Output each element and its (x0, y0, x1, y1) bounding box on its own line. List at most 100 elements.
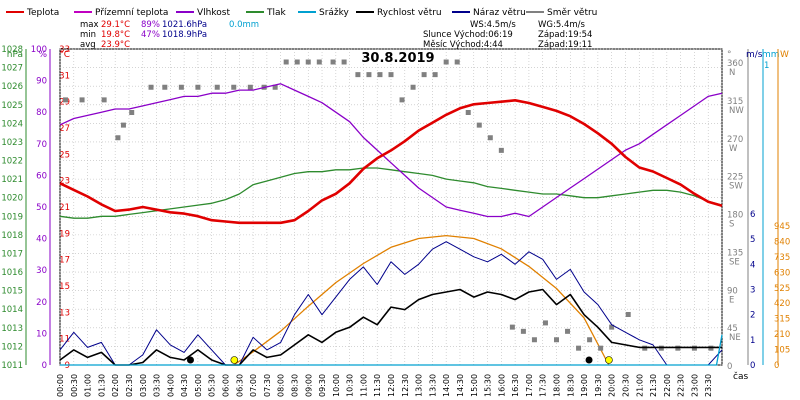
point-wind-direction (355, 72, 361, 78)
tick-hpa: 1012 (1, 342, 23, 352)
axis-label-w: W (780, 50, 789, 60)
tick-x: 08:30 (290, 374, 299, 397)
tick-x: 05:30 (208, 374, 217, 397)
point-wind-direction (63, 97, 69, 103)
stats-min-temp: 19.8°C (101, 30, 130, 40)
tick-ms: 2 (750, 311, 755, 321)
tick-dir: 45 (727, 324, 738, 334)
legend-label: Srážky (319, 8, 350, 18)
point-wind-direction (101, 97, 107, 103)
tick-x: 19:00 (580, 374, 589, 397)
tick-ms: 0 (750, 361, 755, 371)
legend-label: Směr větru (547, 8, 597, 18)
tick-x: 19:30 (594, 374, 603, 397)
tick-ms: 6 (750, 210, 755, 220)
tick-hpa: 1021 (1, 175, 23, 185)
axis-label-x: čas (733, 371, 748, 382)
tick-dir: 0 (727, 362, 732, 372)
tick-degc: 31 (59, 71, 70, 81)
legend-label: Tlak (266, 8, 287, 18)
tick-degc: 17 (59, 256, 70, 266)
point-wind-direction (178, 84, 184, 90)
axis-label-degc: °C (59, 50, 70, 60)
stats-sunset: Západ:19:54 (538, 30, 592, 40)
tick-pct: 60 (36, 171, 47, 181)
sunset-marker (605, 356, 613, 364)
point-wind-direction (231, 84, 237, 90)
tick-hpa: 1028 (1, 45, 23, 55)
tick-ms: 1 (750, 336, 755, 346)
point-wind-direction (465, 110, 471, 115)
tick-pct: 50 (36, 203, 47, 213)
plot-frame (59, 48, 723, 366)
tick-dir: 315 (727, 97, 743, 107)
tick-hpa: 1020 (1, 194, 23, 204)
tick-x: 23:00 (690, 374, 699, 397)
series-wind-gust (59, 241, 723, 366)
tick-w: 735 (774, 253, 790, 263)
tick-x: 00:00 (56, 374, 65, 397)
tick-degc: 33 (59, 45, 70, 55)
tick-hpa: 1022 (1, 157, 23, 167)
tick-x: 22:00 (663, 374, 672, 397)
point-wind-direction (509, 324, 515, 330)
tick-x: 03:30 (153, 374, 162, 397)
axis-label-pct: % (38, 50, 47, 60)
tick-hpa: 1018 (1, 231, 23, 241)
point-wind-direction (410, 84, 416, 90)
stats-max-label: max (80, 20, 99, 30)
tick-dir: 135 (727, 248, 743, 258)
point-wind-direction (377, 72, 383, 78)
point-wind-direction (587, 337, 593, 343)
stats-min-hum: 47% (141, 30, 160, 40)
point-wind-direction (542, 320, 548, 326)
tick-degc: 29 (59, 98, 70, 108)
tick-x: 13:00 (415, 374, 424, 397)
series-humidity (59, 83, 723, 218)
tick-hpa: 1015 (1, 287, 23, 297)
stats-min-press: 1018.9hPa (162, 30, 207, 40)
point-wind-direction (487, 135, 493, 141)
tick-x: 00:30 (70, 374, 79, 397)
point-wind-direction (388, 72, 394, 78)
tick-ms: 4 (750, 260, 755, 270)
tick-x: 02:30 (125, 374, 134, 397)
tick-w: 420 (774, 299, 790, 309)
point-wind-direction (366, 72, 372, 78)
tick-x: 17:00 (525, 374, 534, 397)
tick-degc: 19 (59, 229, 70, 239)
tick-degc: 21 (59, 203, 70, 213)
point-wind-direction (79, 97, 85, 103)
tick-x: 06:00 (222, 374, 231, 397)
legend: Teplota Přízemní teplota Vlhkost Tlak Srážky… (6, 8, 597, 18)
tick-x: 01:00 (84, 374, 93, 397)
tick-x: 20:30 (621, 374, 630, 397)
tick-x: 14:30 (456, 374, 465, 397)
tick-dir: 90 (727, 286, 738, 296)
tick-x: 16:30 (511, 374, 520, 397)
tick-hpa: 1023 (1, 138, 23, 148)
tick-pct: 30 (36, 266, 47, 276)
tick-dir-name: S (729, 220, 734, 230)
tick-w: 0 (774, 361, 779, 371)
plot-area (59, 59, 723, 366)
sunrise-marker (230, 356, 239, 364)
grid (59, 48, 723, 366)
legend-label: Náraz větru (473, 8, 526, 18)
tick-degc: 9 (65, 361, 70, 371)
tick-dir: 180 (727, 211, 743, 221)
point-wind-direction (454, 59, 460, 65)
legend-label: Přízemní teplota (95, 8, 168, 18)
tick-x: 23:30 (704, 374, 713, 397)
point-wind-direction (305, 59, 311, 65)
stats-max-hum: 89% (141, 20, 160, 30)
tick-x: 14:00 (442, 374, 451, 397)
tick-x: 01:30 (97, 374, 106, 397)
tick-x: 02:00 (111, 374, 120, 397)
tick-x: 22:30 (677, 374, 686, 397)
point-wind-direction (294, 59, 300, 65)
tick-mm: 1 (764, 61, 769, 71)
point-wind-direction (120, 122, 126, 128)
